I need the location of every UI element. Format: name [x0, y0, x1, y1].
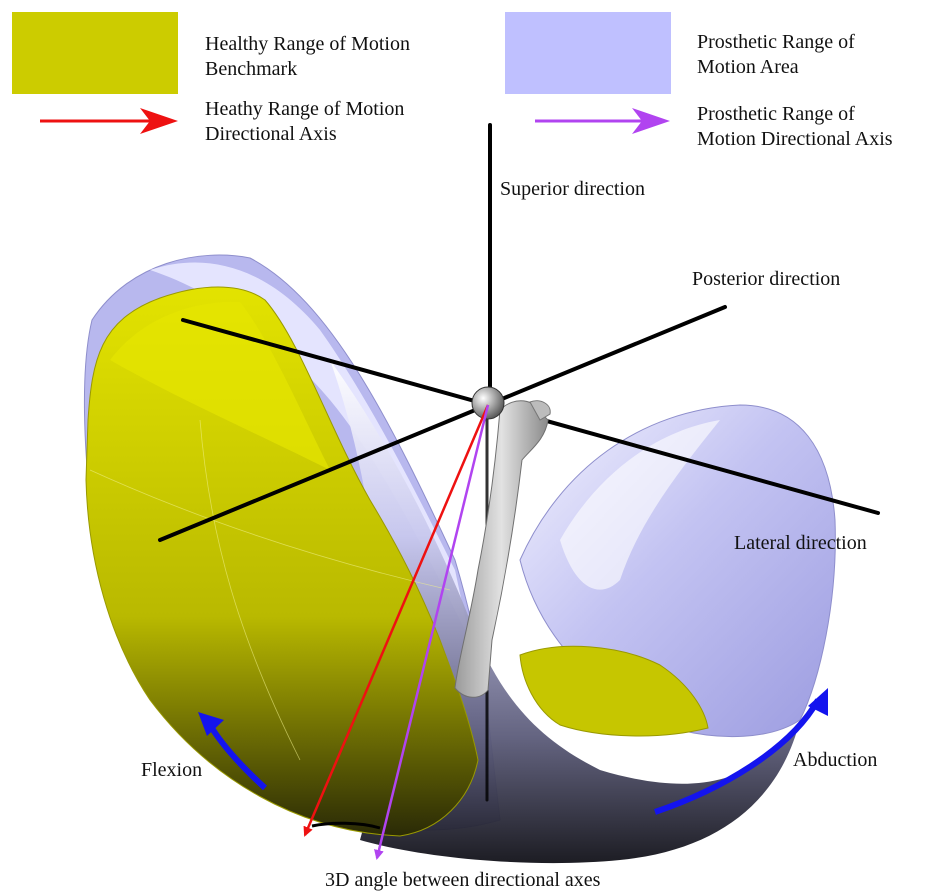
healthy-range-surface-right: [519, 645, 709, 737]
posterior-axis-line: [158, 305, 727, 542]
healthy-directional-axis: [303, 404, 490, 837]
posterior-direction-label: Posterior direction: [692, 268, 841, 290]
prosthetic-directional-axis: [374, 404, 490, 860]
lateral-direction-label: Lateral direction: [734, 532, 867, 554]
healthy-area-swatch: [12, 12, 178, 94]
prosthetic-axis-legend-label: Prosthetic Range of Motion Directional A…: [697, 103, 893, 150]
healthy-axis-legend-arrow: [40, 108, 178, 134]
angle-caption: 3D angle between directional axes: [325, 869, 601, 891]
abduction-arrow: [654, 688, 828, 815]
prosthetic-area-swatch: [505, 12, 671, 94]
superior-direction-label: Superior direction: [500, 178, 645, 200]
healthy-area-legend-label: Healthy Range of Motion Benchmark: [205, 33, 410, 80]
abduction-label: Abduction: [793, 749, 878, 771]
prosthetic-area-legend-label: Prosthetic Range of Motion Area: [697, 31, 855, 78]
femoral-head: [471, 386, 505, 420]
healthy-axis-legend-label: Heathy Range of Motion Directional Axis: [205, 98, 405, 145]
flexion-arrow: [198, 712, 268, 791]
femur-bone: [454, 400, 551, 698]
prosthetic-inner-surface: [150, 262, 470, 640]
angle-arc: [311, 821, 381, 830]
surface-grid: [89, 419, 451, 761]
healthy-range-surface: [85, 286, 479, 837]
flexion-label: Flexion: [141, 759, 203, 781]
prosthetic-axis-legend-arrow: [535, 108, 670, 134]
